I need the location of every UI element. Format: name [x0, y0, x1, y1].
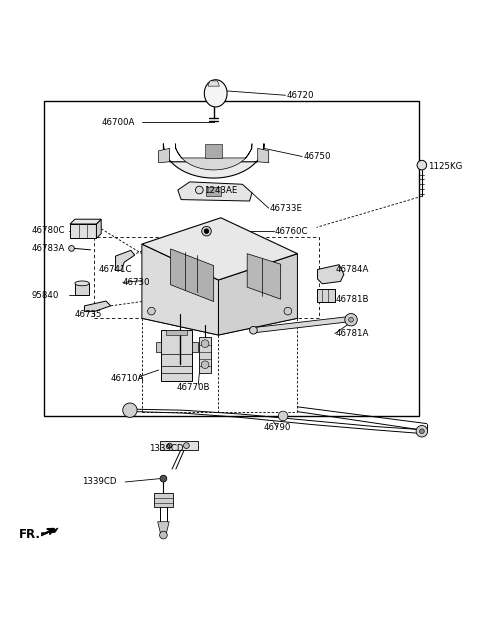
Circle shape — [278, 411, 288, 421]
Circle shape — [345, 314, 357, 326]
Polygon shape — [70, 224, 96, 238]
Polygon shape — [41, 528, 58, 536]
Text: 46730: 46730 — [123, 278, 150, 287]
Text: 95840: 95840 — [32, 291, 59, 300]
Circle shape — [148, 307, 156, 315]
Circle shape — [204, 229, 209, 234]
Polygon shape — [205, 144, 222, 158]
Polygon shape — [70, 219, 101, 224]
Polygon shape — [116, 250, 135, 270]
Bar — [44, 100, 420, 416]
Polygon shape — [142, 218, 298, 280]
Circle shape — [284, 307, 292, 315]
Text: 46780C: 46780C — [32, 226, 65, 235]
Polygon shape — [154, 493, 173, 507]
Circle shape — [348, 317, 353, 322]
Text: 46733E: 46733E — [270, 204, 303, 213]
Polygon shape — [208, 81, 219, 86]
Circle shape — [201, 361, 209, 369]
Text: 46741C: 46741C — [99, 265, 132, 274]
Circle shape — [195, 186, 203, 194]
Circle shape — [201, 340, 209, 347]
Text: 46750: 46750 — [303, 152, 331, 161]
Text: 1125KG: 1125KG — [428, 162, 462, 171]
Circle shape — [417, 161, 427, 170]
Polygon shape — [158, 149, 169, 163]
Polygon shape — [75, 283, 89, 295]
Polygon shape — [96, 219, 101, 238]
Circle shape — [420, 429, 424, 434]
Polygon shape — [258, 149, 269, 163]
Text: 46770B: 46770B — [177, 383, 210, 392]
Text: 46760C: 46760C — [275, 227, 308, 236]
Text: FR.: FR. — [19, 528, 41, 541]
Ellipse shape — [75, 281, 89, 286]
Bar — [161, 330, 192, 381]
Circle shape — [250, 327, 257, 334]
Circle shape — [159, 531, 167, 539]
Polygon shape — [84, 301, 111, 312]
Polygon shape — [142, 244, 218, 335]
Text: 1339CD: 1339CD — [82, 478, 117, 487]
Text: 46781B: 46781B — [336, 295, 369, 303]
Polygon shape — [157, 522, 169, 534]
Polygon shape — [178, 182, 252, 201]
Polygon shape — [156, 342, 161, 352]
Polygon shape — [204, 80, 227, 107]
Polygon shape — [199, 337, 211, 373]
Text: 46700A: 46700A — [101, 117, 134, 127]
Polygon shape — [163, 144, 264, 178]
Circle shape — [123, 403, 137, 418]
Polygon shape — [247, 254, 281, 299]
Circle shape — [202, 226, 211, 236]
Circle shape — [69, 246, 74, 251]
Polygon shape — [175, 144, 252, 170]
Text: 1339CD: 1339CD — [149, 444, 183, 453]
Polygon shape — [317, 289, 335, 302]
Polygon shape — [166, 330, 187, 335]
Circle shape — [183, 443, 189, 448]
Polygon shape — [206, 187, 221, 196]
Polygon shape — [218, 254, 298, 335]
Polygon shape — [170, 249, 214, 302]
Text: 46783A: 46783A — [32, 244, 65, 253]
Text: 1243AE: 1243AE — [204, 186, 238, 194]
Circle shape — [167, 443, 172, 448]
Polygon shape — [318, 265, 344, 284]
Text: 46784A: 46784A — [336, 265, 369, 274]
Circle shape — [416, 426, 428, 437]
Text: 46781A: 46781A — [336, 329, 369, 338]
Polygon shape — [160, 441, 198, 450]
Polygon shape — [142, 302, 298, 335]
Text: 46720: 46720 — [287, 91, 314, 100]
Polygon shape — [192, 342, 198, 352]
Circle shape — [160, 475, 167, 482]
Text: 46790: 46790 — [264, 423, 291, 432]
Text: 46735: 46735 — [75, 310, 102, 319]
Text: 46710A: 46710A — [111, 374, 144, 382]
Polygon shape — [255, 317, 346, 333]
